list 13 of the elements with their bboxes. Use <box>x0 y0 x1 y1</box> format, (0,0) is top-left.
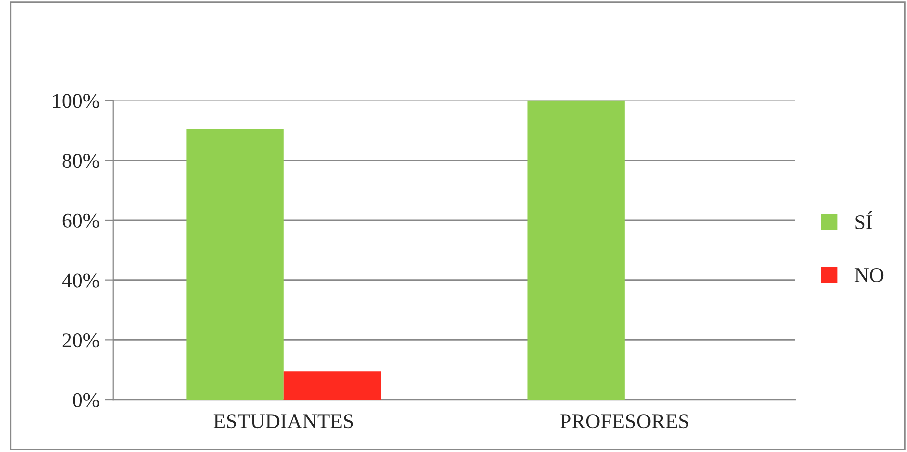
x-tick-label: ESTUDIANTES <box>214 414 354 429</box>
x-tick-label: PROFESORES <box>560 414 688 429</box>
legend-label: NO <box>854 268 884 282</box>
bar <box>186 129 284 400</box>
y-tick-label: 80% <box>62 154 100 168</box>
bar <box>284 372 382 400</box>
bar <box>528 100 625 400</box>
y-tick-label: 20% <box>62 334 100 348</box>
y-tick-label: 60% <box>62 214 100 228</box>
y-tick-label: 100% <box>53 94 100 108</box>
legend-label: SÍ <box>856 211 872 230</box>
y-tick-label: 40% <box>62 274 100 288</box>
y-tick-label: 0% <box>73 393 100 408</box>
